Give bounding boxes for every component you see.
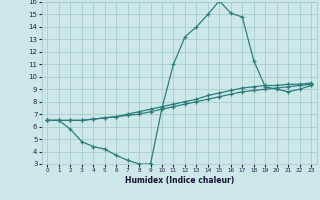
X-axis label: Humidex (Indice chaleur): Humidex (Indice chaleur) <box>124 176 234 185</box>
